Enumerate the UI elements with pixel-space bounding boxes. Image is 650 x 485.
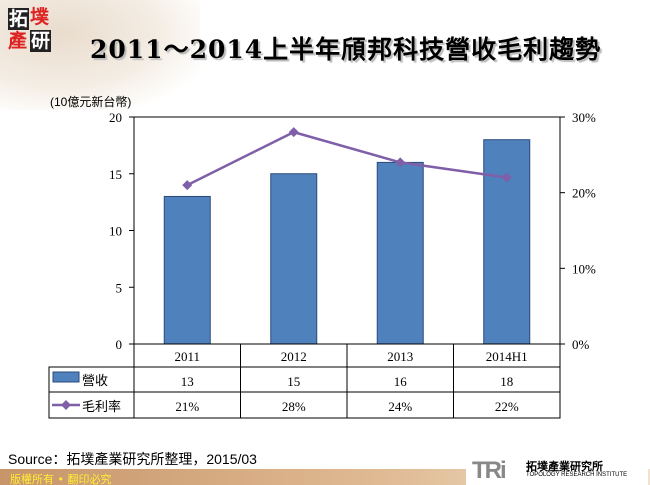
- line-marker: [288, 127, 299, 138]
- logo-char: 拓: [8, 8, 30, 30]
- x-tick-label: 2012: [281, 349, 307, 364]
- legend-swatch-marker: [61, 400, 71, 410]
- data-label: 16: [394, 374, 408, 389]
- y2-tick-label: 20%: [572, 186, 596, 201]
- y2-tick-label: 0%: [572, 337, 590, 352]
- data-label: 28%: [282, 399, 306, 414]
- page-title: 2011～2014上半年頎邦科技營收毛利趨勢: [90, 35, 602, 64]
- bar: [376, 161, 424, 345]
- y-tick-label: 15: [109, 167, 122, 182]
- data-label: 22%: [495, 399, 519, 414]
- org-name-en: TOPOLOGY RESEARCH INSTITUTE: [526, 472, 628, 478]
- background-map: [0, 0, 200, 110]
- line-marker: [395, 157, 406, 168]
- legend-label: 營收: [82, 373, 108, 388]
- org-name: 拓墣產業研究所: [526, 460, 603, 473]
- logo-char: 研: [30, 30, 52, 52]
- line-marker: [501, 172, 512, 183]
- copyright: 版權所有 • 翻印必究: [10, 473, 112, 485]
- logo-char: 產: [8, 30, 28, 52]
- org-mark: TRi: [472, 457, 507, 484]
- data-label: 21%: [175, 399, 199, 414]
- line-series: [186, 130, 507, 187]
- y-tick-label: 0: [116, 337, 123, 352]
- y2-tick-label: 30%: [572, 110, 596, 125]
- x-tick-label: 2011: [174, 349, 200, 364]
- data-label: 24%: [388, 399, 412, 414]
- x-tick-label: 2013: [387, 349, 413, 364]
- y-tick-label: 10: [109, 224, 122, 239]
- line-marker: [182, 180, 193, 191]
- bar: [483, 139, 531, 345]
- org-logo: TRi 拓墣產業研究所 TOPOLOGY RESEARCH INSTITUTE: [466, 455, 648, 485]
- legend-label: 毛利率: [82, 399, 121, 414]
- source-note: Source：拓墣產業研究所整理，2015/03: [8, 451, 257, 467]
- y-tick-label: 20: [109, 110, 122, 125]
- y2-tick-label: 10%: [572, 261, 596, 276]
- logo: 拓 墣 產 研: [8, 6, 52, 52]
- data-label: 18: [500, 374, 513, 389]
- legend-swatch-bar: [52, 371, 80, 383]
- data-label: 15: [287, 374, 300, 389]
- data-label: 13: [181, 374, 194, 389]
- logo-char: 墣: [30, 6, 50, 28]
- y-axis-unit: (10億元新台幣): [50, 95, 132, 109]
- y-tick-label: 5: [116, 280, 123, 295]
- bar: [163, 195, 211, 345]
- bar: [270, 173, 318, 345]
- x-tick-label: 2014H1: [486, 349, 528, 364]
